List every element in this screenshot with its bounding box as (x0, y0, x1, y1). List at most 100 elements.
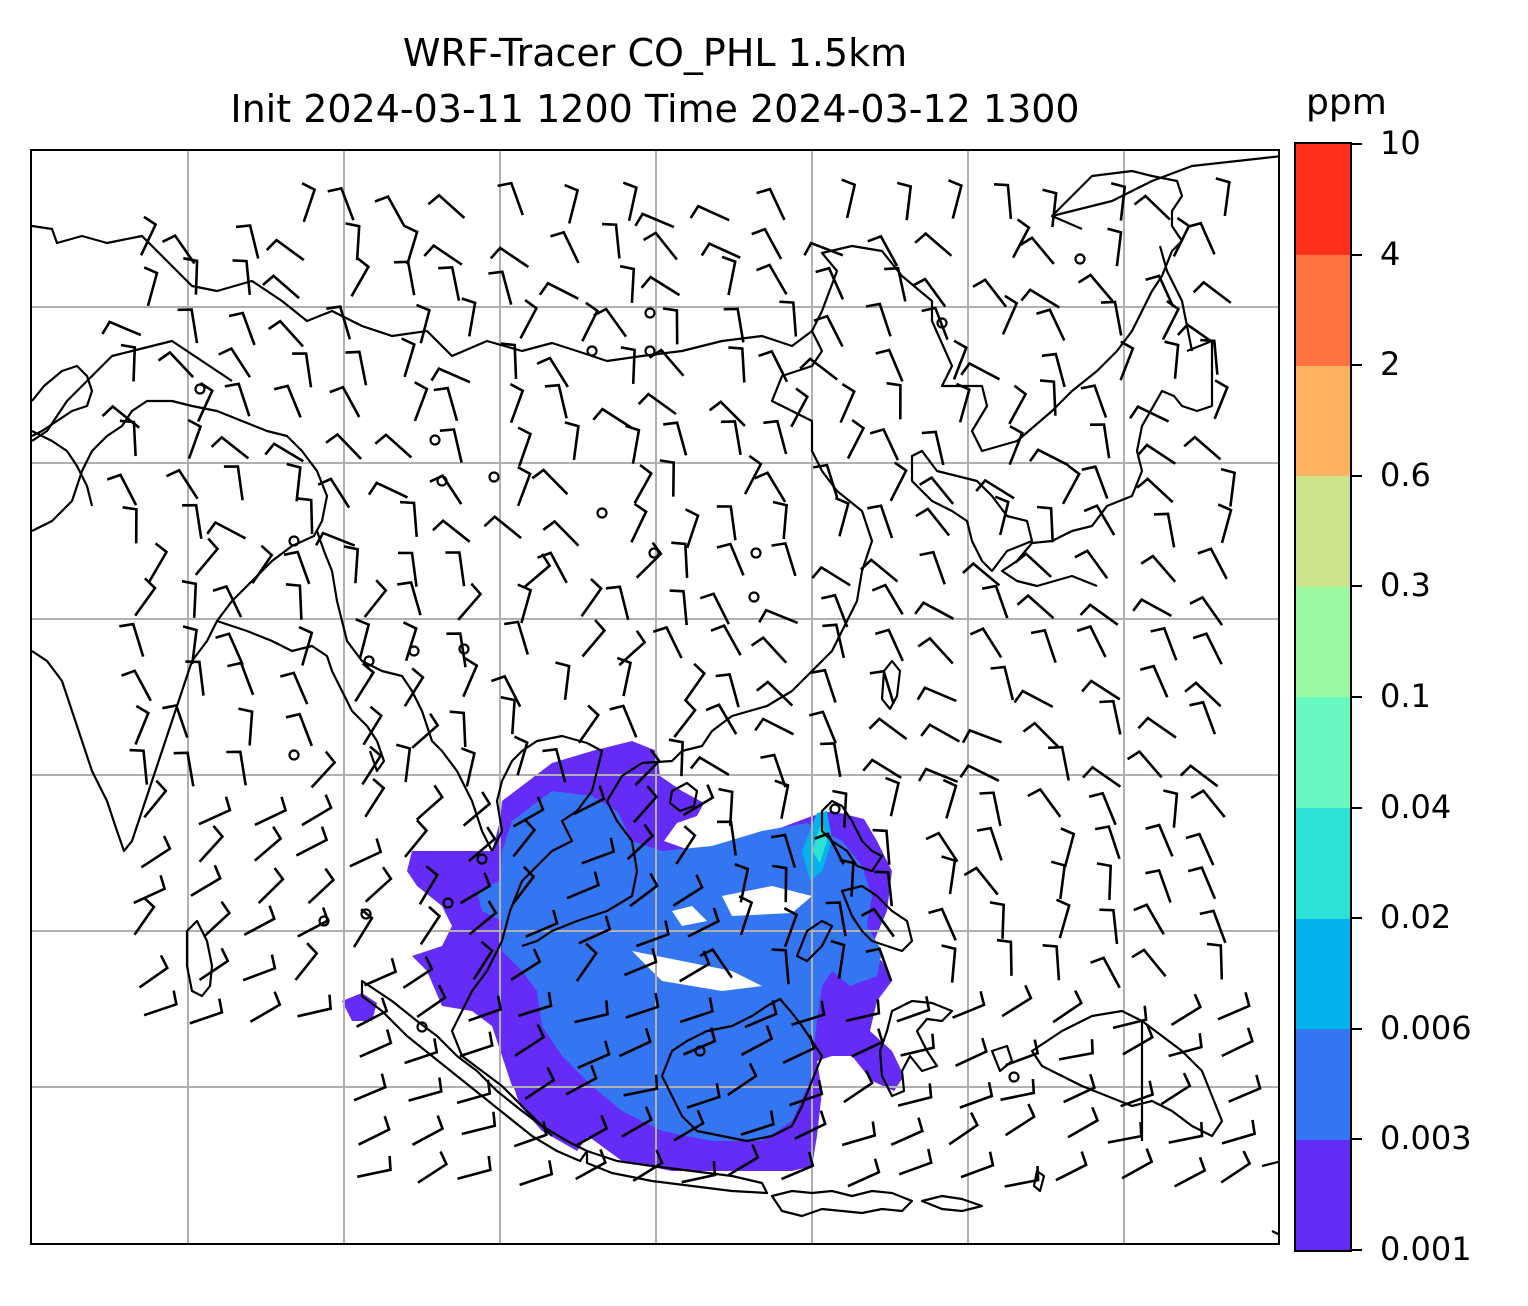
wind-barb (413, 381, 429, 422)
wind-barb (1132, 597, 1173, 618)
wind-barb (439, 428, 463, 463)
wind-barb (352, 908, 374, 948)
wind-barb (1089, 423, 1111, 459)
wind-barb (780, 1151, 815, 1181)
wind-barb (1136, 477, 1174, 504)
wind-barb (912, 277, 947, 308)
map-title-line1: WRF-Tracer CO_PHL 1.5km (402, 31, 908, 75)
wind-barb (1161, 300, 1181, 341)
wind-barb (689, 755, 730, 777)
wind-barb (519, 299, 539, 340)
wind-barb (430, 367, 471, 384)
wind-barb (705, 703, 738, 735)
wind-barb (212, 584, 243, 618)
wind-barb (1192, 280, 1232, 304)
wind-barb (565, 1064, 598, 1096)
wind-barb (918, 475, 955, 505)
wind-barb (1000, 1078, 1036, 1102)
wind-barb (976, 826, 1003, 861)
wind-barb (1079, 603, 1119, 626)
wind-barb (642, 231, 678, 261)
coastline-east-edge (1261, 1160, 1278, 1168)
wind-barb (468, 826, 497, 862)
coastline-korea (910, 449, 1034, 573)
colorbar-tick-label: 0.02 (1380, 898, 1452, 937)
wind-barb (500, 695, 516, 735)
wind-barb (662, 307, 679, 345)
wind-barb (710, 623, 742, 656)
wind-barb (133, 896, 156, 936)
wind-barb (297, 994, 332, 1018)
colorbar-tick (1352, 1249, 1362, 1251)
wind-barb (783, 907, 799, 948)
colorbar-segment (1296, 1028, 1350, 1140)
wind-barb (395, 743, 412, 783)
wind-barb (1005, 1039, 1040, 1067)
wind-barb (952, 990, 986, 1019)
wind-barb (593, 307, 628, 338)
wind-barb (754, 471, 787, 503)
wind-barb (962, 561, 1001, 587)
wind-barb (143, 266, 159, 307)
wind-barb (744, 1000, 778, 1029)
wind-barb (686, 1082, 721, 1109)
wind-barb (782, 1034, 816, 1064)
wind-barb (618, 629, 647, 667)
wind-barb (1192, 632, 1223, 665)
wind-barb (860, 907, 895, 938)
wind-barb (637, 392, 677, 416)
wind-barb (1217, 991, 1251, 1021)
wind-barb (867, 234, 899, 267)
wind-barb (133, 875, 167, 905)
wind-barb (101, 320, 142, 337)
wind-barb (1189, 700, 1217, 735)
calm-wind-circle (748, 591, 760, 603)
colorbar-tick (1352, 1138, 1362, 1141)
wind-barb (772, 864, 788, 903)
colorbar-tick-label: 0.001 (1380, 1230, 1472, 1268)
colorbar-tick-label: 10 (1380, 124, 1421, 162)
wind-barb (161, 233, 196, 265)
wind-barb (1145, 823, 1174, 857)
wind-barb (717, 820, 737, 856)
wind-barb (975, 478, 1015, 500)
wind-barb (1131, 948, 1167, 978)
wind-barb (1150, 626, 1178, 661)
wind-barb (700, 242, 741, 259)
wind-barb (633, 463, 653, 504)
wind-barb (353, 1073, 387, 1102)
wind-barb (632, 785, 659, 824)
wind-barb (134, 704, 150, 745)
wind-barb (418, 865, 439, 905)
wind-barb (182, 503, 203, 539)
wind-barb (459, 872, 492, 905)
wind-barb (1153, 512, 1176, 548)
wind-barb (679, 950, 711, 983)
wind-barb (679, 997, 714, 1024)
wind-barb (993, 183, 1013, 220)
wind-barb (525, 909, 559, 938)
wind-barb (345, 350, 368, 386)
wind-barb (1099, 699, 1122, 735)
wind-barb (619, 264, 636, 303)
wind-barb (673, 699, 697, 738)
wind-barb (1110, 182, 1127, 221)
wind-barb (363, 579, 388, 618)
wind-barb (1190, 789, 1226, 818)
wind-barb (254, 796, 288, 827)
wind-barb (162, 704, 189, 739)
wind-barb (981, 584, 1009, 619)
wind-barb (517, 583, 533, 624)
wind-barb (576, 1114, 609, 1147)
wind-barb (514, 1023, 546, 1057)
wind-barb (941, 855, 957, 895)
coastline-hainan (668, 781, 699, 813)
wind-barb (867, 504, 894, 539)
wind-barb (122, 506, 138, 544)
wind-barb (242, 954, 277, 982)
wind-barb (519, 1160, 554, 1187)
wind-barb (404, 1038, 439, 1065)
wind-barb (364, 866, 393, 903)
wind-barb (423, 243, 463, 266)
wind-barb (673, 1109, 705, 1142)
